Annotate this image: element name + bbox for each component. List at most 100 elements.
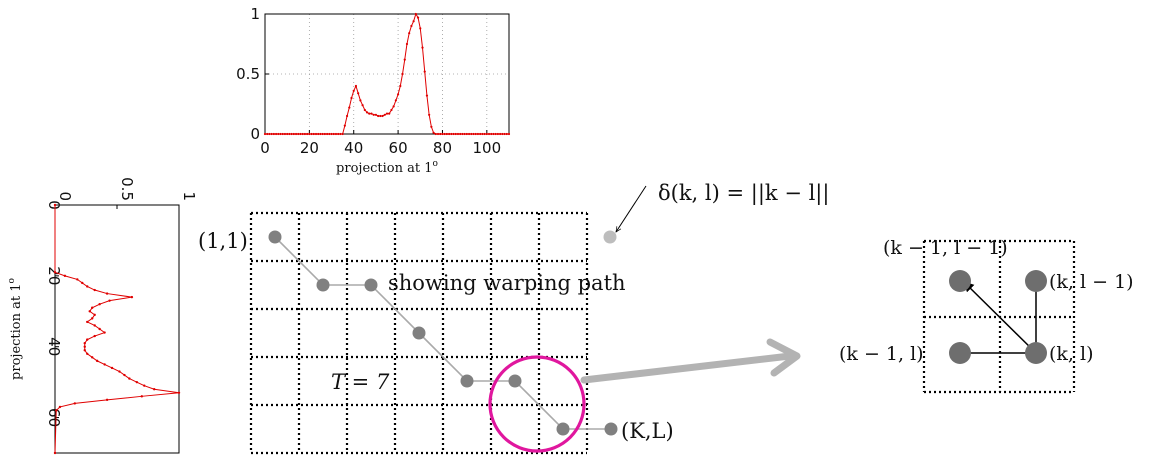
top-data-point (495, 133, 497, 135)
top-data-point (308, 133, 310, 135)
top-data-point (506, 133, 508, 135)
top-ytick-label: 1 (250, 5, 260, 23)
top-data-point (459, 133, 461, 135)
top-xtick-label: 100 (472, 139, 501, 157)
left-data-point (96, 360, 98, 362)
top-data-point (344, 125, 346, 127)
top-data-point (401, 73, 403, 75)
left-data-point (84, 349, 86, 351)
top-data-point (275, 133, 277, 135)
left-postick-label: 40 (45, 337, 63, 356)
top-data-point (353, 90, 355, 92)
top-data-point (362, 104, 364, 106)
top-data-point (279, 133, 281, 135)
top-data-point (441, 133, 443, 135)
top-data-point (286, 133, 288, 135)
top-data-point (488, 133, 490, 135)
neighbor-dot-top-left (949, 270, 971, 292)
top-data-point (437, 133, 439, 135)
top-data-point (291, 133, 293, 135)
left-data-point (93, 335, 95, 337)
top-data-point (297, 133, 299, 135)
top-data-point (417, 17, 419, 19)
top-data-point (319, 133, 321, 135)
left-data-point (54, 271, 56, 273)
left-data-point (131, 296, 133, 298)
top-data-point (466, 133, 468, 135)
top-data-point (492, 133, 494, 135)
top-data-point (448, 133, 450, 135)
top-data-point (277, 133, 279, 135)
left-data-point (143, 384, 145, 386)
left-data-point (76, 278, 78, 280)
delta-label: δ(k, l) = ||k − l|| (658, 181, 829, 206)
left-data-point (89, 310, 91, 312)
top-data-point (330, 133, 332, 135)
delta-pointer-arrow (616, 186, 646, 232)
top-data-point (424, 71, 426, 73)
top-data-point (395, 99, 397, 101)
top-data-point (481, 133, 483, 135)
top-data-point (302, 133, 304, 135)
warping-path-point (365, 279, 378, 292)
path-caption: showing warping path (388, 271, 626, 295)
top-data-point (373, 114, 375, 116)
warping-path-point (461, 375, 474, 388)
top-ytick-label: 0.5 (236, 65, 260, 83)
left-plot-xlabel: projection at 1o (7, 278, 24, 380)
top-data-point (364, 109, 366, 111)
top-data-point (503, 133, 505, 135)
top-data-point (477, 133, 479, 135)
top-data-point (370, 113, 372, 115)
top-data-point (490, 133, 492, 135)
top-projection-plot: 0 20 40 60 80 100 0 0.5 1 projection at 1o (236, 5, 510, 176)
top-data-point (299, 133, 301, 135)
left-valtick-label: 0.5 (118, 177, 136, 201)
inset-label-top: (k − 1, l − 1) (883, 237, 1008, 259)
top-data-point (479, 133, 481, 135)
left-data-point (86, 353, 88, 355)
top-data-point (359, 99, 361, 101)
top-xtick-label: 80 (433, 139, 452, 157)
left-data-point (111, 367, 113, 369)
left-data-point (86, 321, 88, 323)
top-data-point (295, 133, 297, 135)
top-data-point (368, 113, 370, 115)
left-data-point (106, 292, 108, 294)
left-data-point (91, 317, 93, 319)
end-label: (K,L) (621, 419, 674, 443)
top-data-point (348, 107, 350, 109)
top-xtick-label: 40 (344, 139, 363, 157)
top-data-point (450, 133, 452, 135)
left-data-point (64, 275, 66, 277)
top-data-point (446, 133, 448, 135)
left-postick-label: 60 (45, 408, 63, 427)
left-data-point (136, 381, 138, 383)
left-data-point (128, 377, 130, 379)
left-data-point (141, 395, 143, 397)
left-data-point (86, 285, 88, 287)
left-data-point (59, 406, 61, 408)
warping-path-point (317, 279, 330, 292)
left-data-point (74, 402, 76, 404)
top-data-point (432, 132, 434, 134)
top-data-point (468, 133, 470, 135)
top-data-point (393, 105, 395, 107)
top-data-point (501, 133, 503, 135)
top-data-point (410, 25, 412, 27)
top-data-point (268, 133, 270, 135)
top-data-point (313, 133, 315, 135)
top-data-point (415, 13, 417, 15)
warping-path-point (509, 375, 522, 388)
top-data-point (435, 133, 437, 135)
top-data-point (484, 133, 486, 135)
left-data-point (178, 392, 180, 394)
warping-path-point (605, 423, 618, 436)
top-data-point (273, 133, 275, 135)
top-data-point (271, 133, 273, 135)
left-data-point (93, 314, 95, 316)
top-data-point (339, 133, 341, 135)
top-data-point (472, 133, 474, 135)
top-data-point (375, 114, 377, 116)
